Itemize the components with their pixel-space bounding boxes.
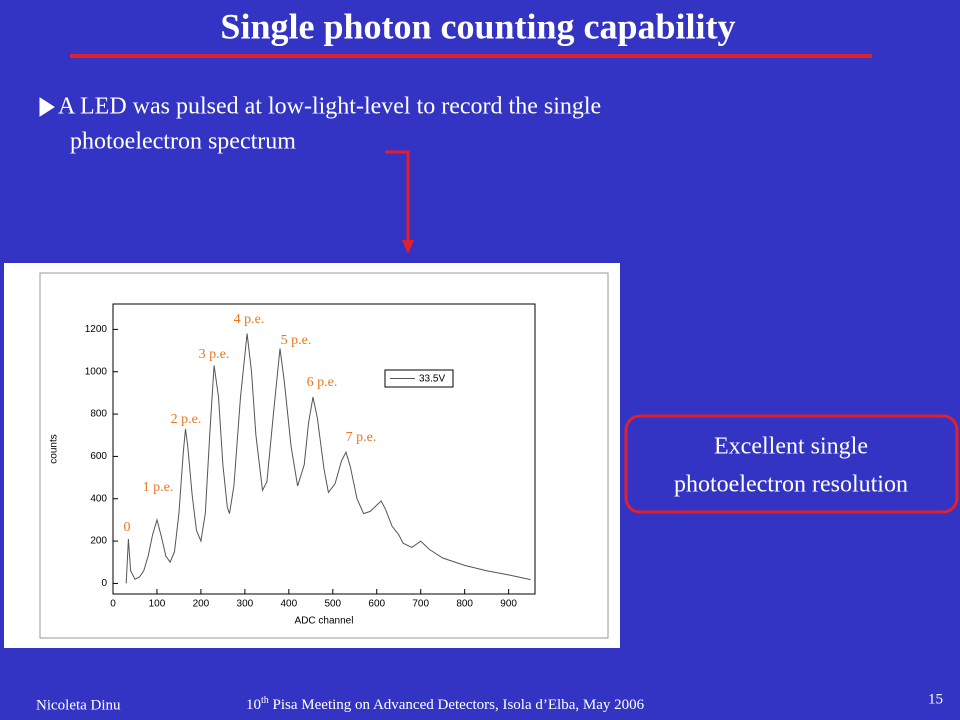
bullet-line: A LED was pulsed at low-light-level to r…: [58, 94, 601, 120]
peak-annotation: 6 p.e.: [307, 375, 338, 390]
event-rest: Pisa Meeting on Advanced Detectors, Isol…: [269, 697, 645, 713]
y-tick-label: 400: [90, 493, 107, 504]
x-tick-label: 300: [237, 599, 254, 610]
title-underline: [70, 54, 872, 58]
y-tick-label: 1000: [85, 366, 108, 377]
x-tick-label: 700: [412, 599, 429, 610]
chart-frame: [39, 272, 609, 639]
spectrum-line: [125, 333, 531, 584]
x-tick-label: 400: [280, 599, 297, 610]
pointer-arrowhead: [402, 240, 414, 254]
slide-title: Single photon counting capability: [220, 6, 735, 46]
bullet-arrow: [39, 97, 55, 117]
x-tick-label: 200: [193, 599, 210, 610]
peak-annotation: 7 p.e.: [346, 430, 377, 445]
legend-label: 33.5V: [419, 374, 445, 385]
y-tick-label: 600: [90, 451, 107, 462]
page-number: 15: [928, 691, 943, 707]
x-tick-label: 900: [500, 599, 517, 610]
pointer-arrow: [385, 150, 410, 242]
x-tick-label: 100: [149, 599, 166, 610]
x-tick-label: 600: [368, 599, 385, 610]
x-axis-label: ADC channel: [295, 616, 354, 627]
peak-annotation: 5 p.e.: [281, 333, 312, 348]
x-tick-label: 800: [456, 599, 473, 610]
peak-annotation: 4 p.e.: [234, 312, 265, 327]
legend-box: [384, 369, 454, 388]
callout-box: [624, 414, 959, 514]
y-axis-label: counts: [49, 434, 60, 463]
plot-area: [112, 303, 536, 595]
x-tick-label: 0: [110, 599, 116, 610]
event-number: 10: [246, 697, 261, 713]
callout-line: photoelectron resolution: [674, 472, 908, 498]
y-tick-label: 200: [90, 536, 107, 547]
y-tick-label: 1200: [85, 324, 108, 335]
peak-annotation: 0: [124, 520, 131, 535]
y-tick-label: 0: [101, 578, 107, 589]
peak-annotation: 2 p.e.: [171, 412, 202, 427]
bullet-line: photoelectron spectrum: [70, 129, 296, 155]
chart-image: [4, 263, 620, 648]
peak-annotation: 3 p.e.: [199, 347, 230, 362]
footer-author: Nicoleta Dinu: [36, 697, 121, 713]
callout-line: Excellent single: [714, 434, 868, 460]
chart: 0 200 400 600 800 1000 1200 0 100 200 300 400 500 600…: [49, 303, 536, 627]
peak-annotation: 1 p.e.: [143, 480, 174, 495]
y-tick-label: 800: [90, 409, 107, 420]
footer-event: 10th Pisa Meeting on Advanced Detectors,…: [246, 695, 645, 713]
x-tick-label: 500: [324, 599, 341, 610]
event-suffix: th: [261, 695, 269, 706]
